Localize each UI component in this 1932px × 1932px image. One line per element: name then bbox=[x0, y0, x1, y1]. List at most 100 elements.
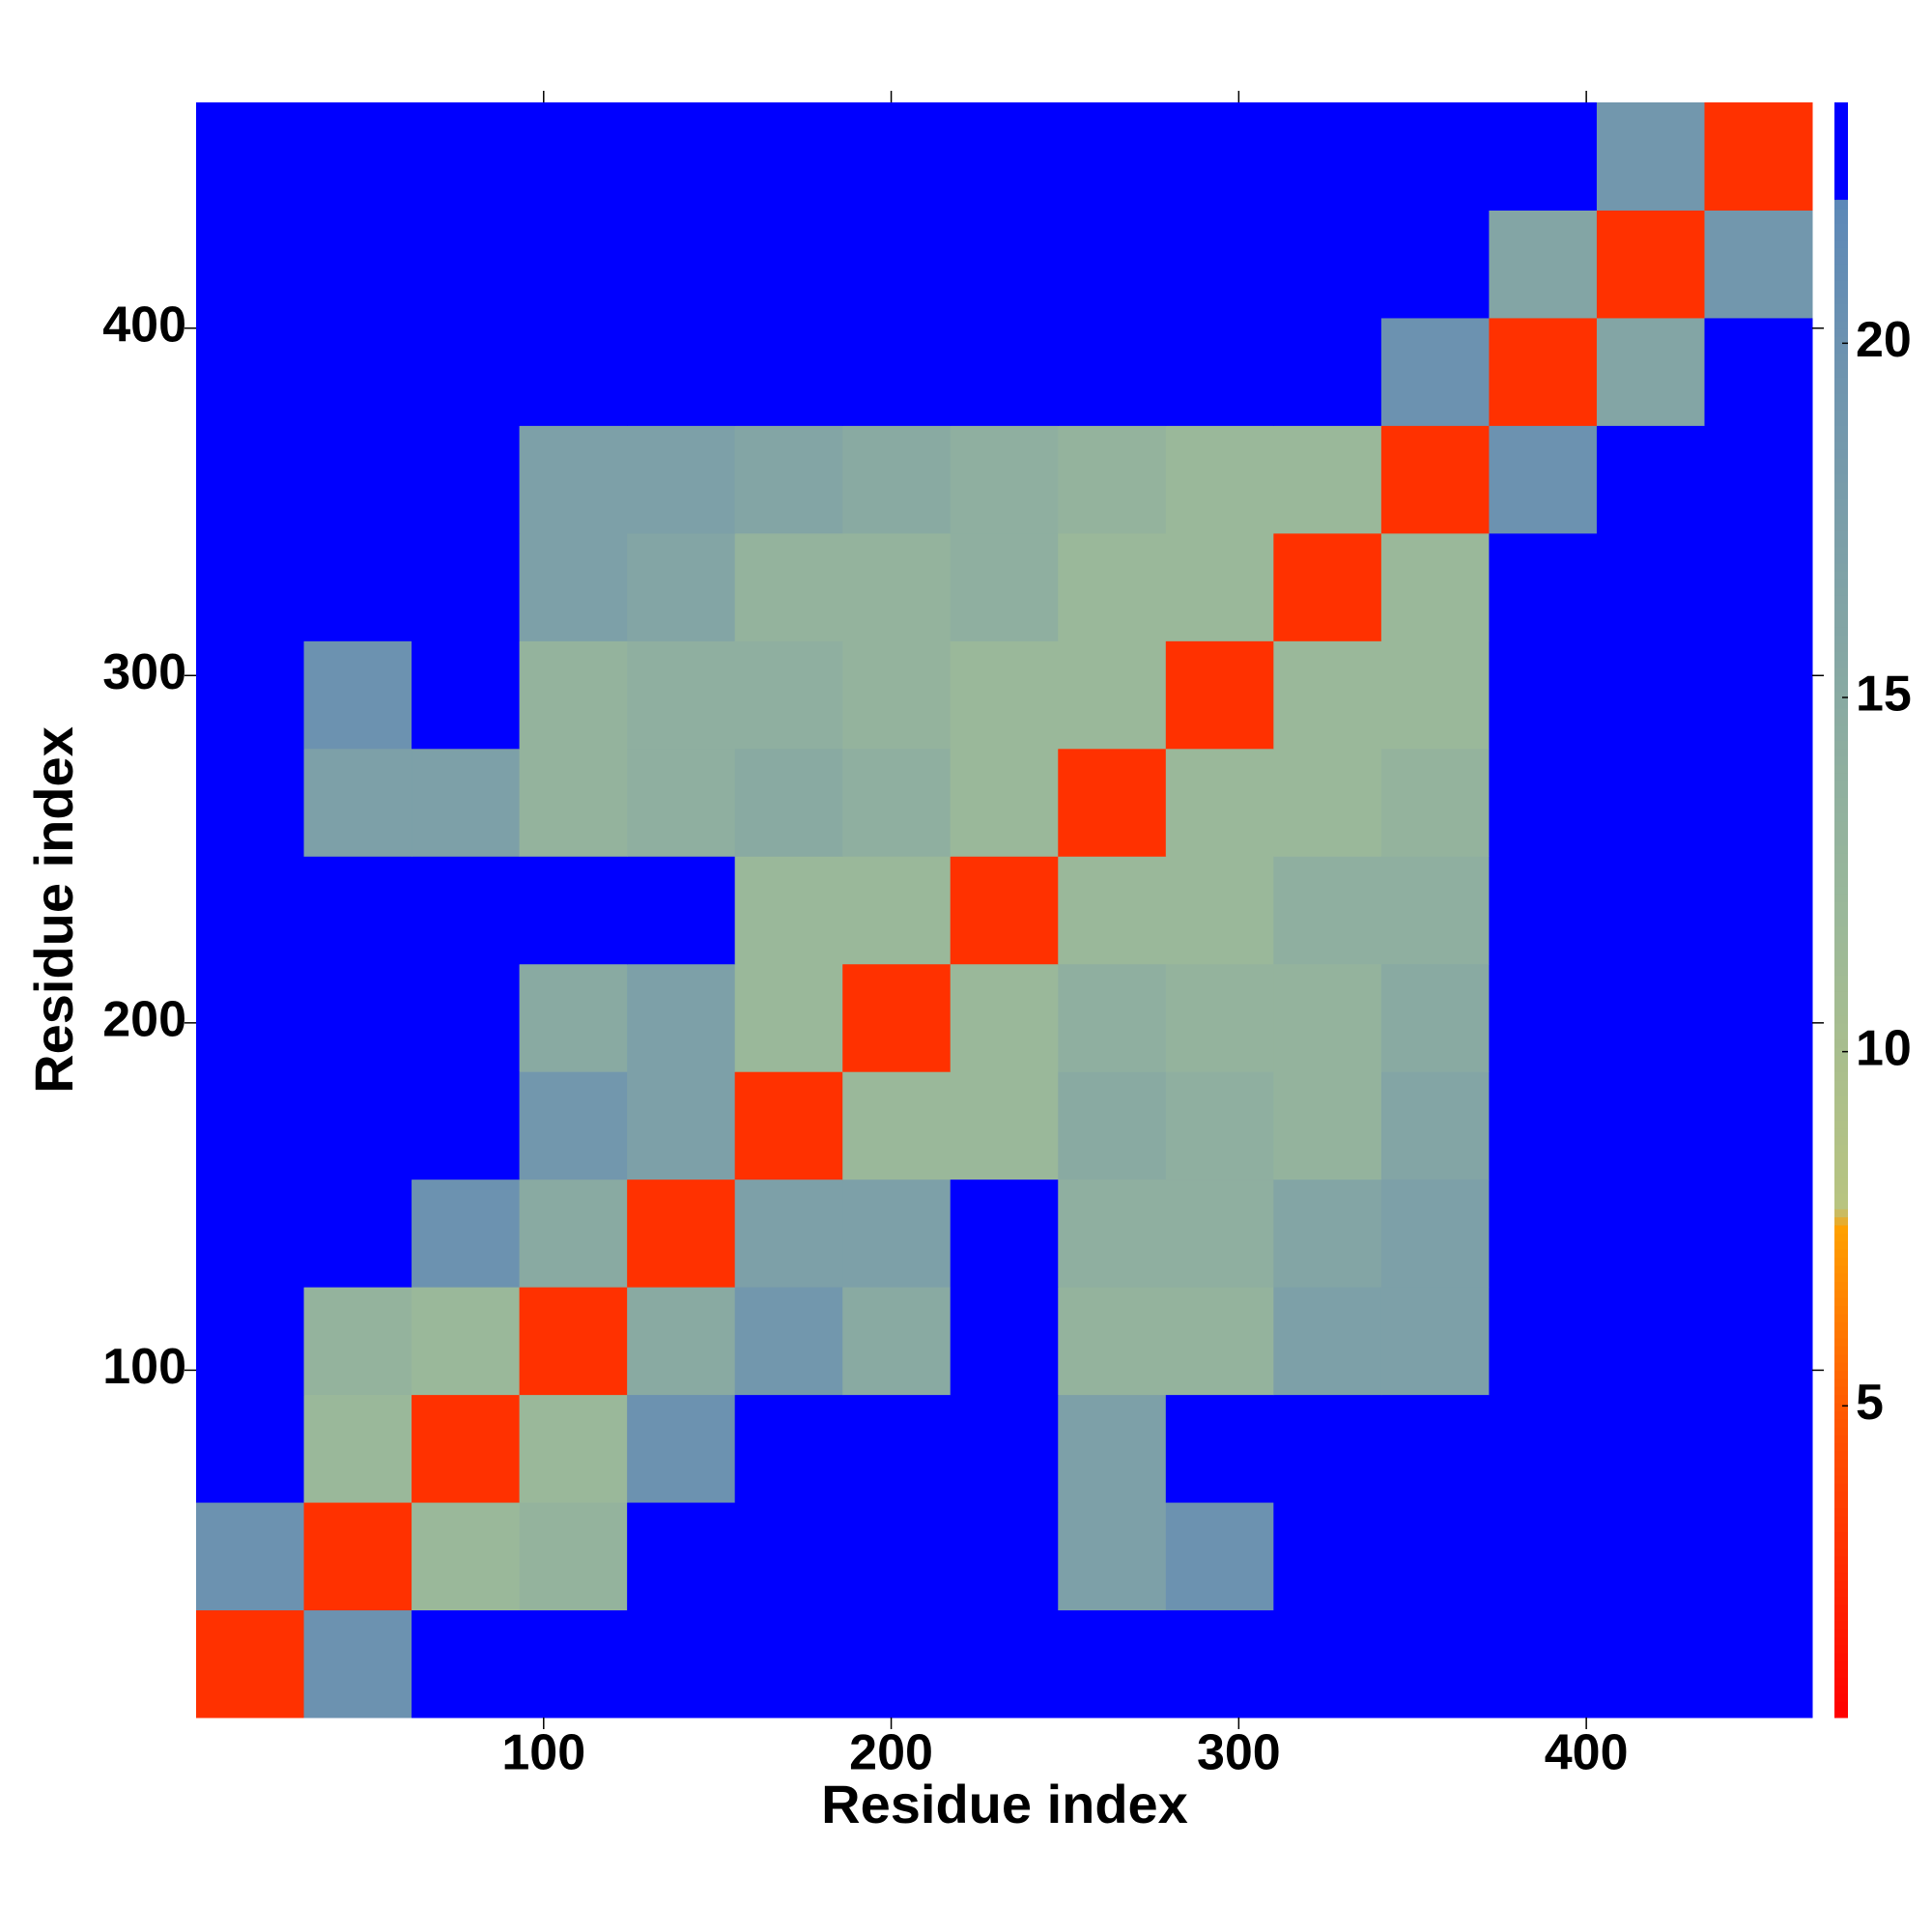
heatmap-cell bbox=[1273, 1287, 1382, 1396]
colorbar-step bbox=[1834, 1442, 1848, 1452]
colorbar-step bbox=[1834, 377, 1848, 386]
heatmap-cell bbox=[303, 1179, 412, 1288]
colorbar-step bbox=[1834, 1483, 1848, 1492]
heatmap-cell bbox=[303, 210, 412, 319]
heatmap-cell bbox=[1165, 1179, 1274, 1288]
colorbar-step bbox=[1834, 1653, 1848, 1662]
colorbar-step bbox=[1834, 1305, 1848, 1315]
heatmap-cell bbox=[1165, 1502, 1274, 1611]
colorbar-step bbox=[1834, 724, 1848, 733]
colorbar-tick-label: 5 bbox=[1856, 1375, 1884, 1431]
heatmap-cell bbox=[842, 640, 952, 750]
heatmap-cell bbox=[627, 1502, 736, 1611]
heatmap-cell bbox=[1489, 1071, 1598, 1180]
heatmap-cell bbox=[303, 425, 412, 534]
heatmap-cell bbox=[842, 963, 952, 1072]
colorbar-step bbox=[1834, 1264, 1848, 1274]
colorbar-step bbox=[1834, 1257, 1848, 1266]
heatmap-cell bbox=[950, 317, 1059, 426]
heatmap-cell bbox=[950, 1179, 1059, 1288]
heatmap-cell bbox=[196, 425, 305, 534]
colorbar-step bbox=[1834, 1136, 1848, 1145]
heatmap-cell bbox=[412, 532, 521, 641]
colorbar-step bbox=[1834, 1548, 1848, 1557]
heatmap-cell bbox=[1596, 963, 1705, 1072]
colorbar-step bbox=[1834, 223, 1848, 233]
colorbar-step bbox=[1834, 562, 1848, 572]
colorbar-step bbox=[1834, 1314, 1848, 1322]
colorbar-step bbox=[1834, 699, 1848, 709]
heatmap-cell bbox=[1489, 102, 1598, 211]
colorbar-step bbox=[1834, 732, 1848, 741]
heatmap-cell bbox=[519, 640, 628, 750]
colorbar-step bbox=[1834, 821, 1848, 830]
colorbar-step bbox=[1834, 110, 1848, 120]
heatmap-cell bbox=[196, 856, 305, 965]
heatmap-cell bbox=[303, 640, 412, 750]
heatmap-cell bbox=[950, 532, 1059, 641]
colorbar-step bbox=[1834, 1063, 1848, 1072]
heatmap-cell bbox=[842, 1502, 952, 1611]
colorbar-step bbox=[1834, 1604, 1848, 1613]
heatmap-cell bbox=[950, 1609, 1059, 1719]
colorbar-step bbox=[1834, 1216, 1848, 1226]
colorbar-step bbox=[1834, 958, 1848, 968]
colorbar-step bbox=[1834, 1208, 1848, 1218]
heatmap-cell bbox=[412, 1394, 521, 1503]
heatmap-cell bbox=[627, 210, 736, 319]
heatmap-cell bbox=[519, 1502, 628, 1611]
heatmap-cell bbox=[1380, 963, 1490, 1072]
colorbar-step bbox=[1834, 1023, 1848, 1032]
heatmap-cell bbox=[1273, 532, 1382, 641]
heatmap-cell bbox=[734, 856, 843, 965]
colorbar-step bbox=[1834, 336, 1848, 346]
colorbar-step bbox=[1834, 781, 1848, 790]
colorbar-step bbox=[1834, 570, 1848, 580]
heatmap-cell bbox=[734, 1502, 843, 1611]
heatmap-cell bbox=[734, 1287, 843, 1396]
colorbar-step bbox=[1834, 894, 1848, 903]
heatmap-cell bbox=[1704, 1502, 1813, 1611]
heatmap-cell bbox=[627, 1071, 736, 1180]
colorbar-step bbox=[1834, 1038, 1848, 1048]
heatmap-cell bbox=[1058, 640, 1167, 750]
heatmap-cell bbox=[1380, 532, 1490, 641]
heatmap-cell bbox=[734, 425, 843, 534]
heatmap-cell bbox=[842, 1394, 952, 1503]
colorbar-step bbox=[1834, 175, 1848, 185]
colorbar-step bbox=[1834, 118, 1848, 128]
colorbar-step bbox=[1834, 522, 1848, 531]
heatmap-cell bbox=[627, 640, 736, 750]
heatmap-cell bbox=[1704, 210, 1813, 319]
heatmap-cell bbox=[1058, 532, 1167, 641]
colorbar-step bbox=[1834, 1200, 1848, 1209]
heatmap-cell bbox=[734, 1609, 843, 1719]
heatmap-cell bbox=[1489, 748, 1598, 857]
colorbar-step bbox=[1834, 1572, 1848, 1581]
heatmap-cell bbox=[1058, 1502, 1167, 1611]
colorbar-step bbox=[1834, 1555, 1848, 1565]
heatmap-cell bbox=[1165, 1609, 1274, 1719]
colorbar-step bbox=[1834, 1709, 1848, 1719]
colorbar-step bbox=[1834, 127, 1848, 135]
heatmap-cell bbox=[1165, 102, 1274, 211]
colorbar-step bbox=[1834, 1329, 1848, 1339]
colorbar-step bbox=[1834, 805, 1848, 814]
x-tick-label: 400 bbox=[1545, 1725, 1629, 1781]
heatmap-cell bbox=[519, 1609, 628, 1719]
colorbar-step bbox=[1834, 748, 1848, 757]
colorbar-step bbox=[1834, 401, 1848, 411]
heatmap-cell bbox=[1273, 1609, 1382, 1719]
colorbar-step bbox=[1834, 1588, 1848, 1598]
heatmap-cell bbox=[1596, 1287, 1705, 1396]
colorbar-step bbox=[1834, 1596, 1848, 1605]
heatmap-cell bbox=[303, 1502, 412, 1611]
colorbar-step bbox=[1834, 1281, 1848, 1291]
heatmap-cell bbox=[196, 1071, 305, 1180]
colorbar-step bbox=[1834, 861, 1848, 870]
heatmap-cell bbox=[1704, 102, 1813, 211]
heatmap-cell bbox=[1165, 532, 1274, 641]
colorbar-step bbox=[1834, 1629, 1848, 1637]
heatmap-cell bbox=[1165, 317, 1274, 426]
colorbar-step bbox=[1834, 1192, 1848, 1202]
